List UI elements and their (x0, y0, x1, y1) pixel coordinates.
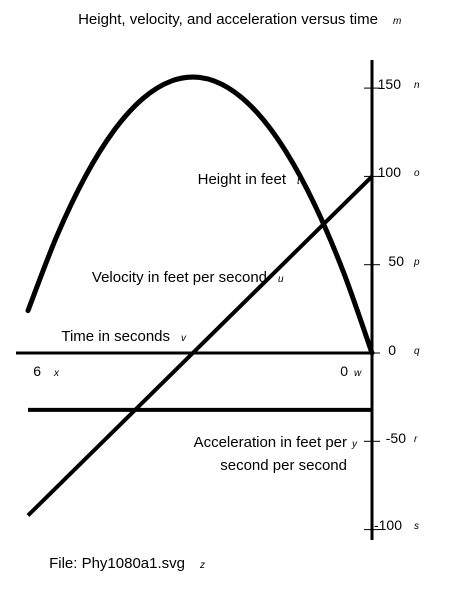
y150-tag: n (414, 80, 420, 91)
series-label-velocity: Velocity in feet per second (92, 269, 267, 286)
accel-tag: y (351, 439, 358, 450)
velocity-tag: u (278, 274, 284, 285)
x-tick-label-0: 0 (340, 363, 348, 379)
series-label-height: Height in feet (198, 171, 287, 188)
y-tick-label-100: 100 (378, 164, 402, 180)
file-label: File: Phy1080a1.svg (49, 555, 185, 572)
height-tag: t (297, 176, 301, 187)
series-label-accel-2: second per second (220, 457, 347, 474)
time-tag: v (181, 333, 187, 344)
yneg50-tag: r (414, 434, 418, 445)
y0-tag: q (414, 346, 420, 357)
x-tick-label-6: 6 (33, 363, 41, 379)
y100-tag: o (414, 168, 420, 179)
x-axis-label: Time in seconds (61, 328, 170, 345)
series-velocity-line (26, 174, 374, 517)
y-tick-label-0: 0 (388, 342, 396, 358)
series-label-accel-1: Acceleration in feet per (194, 434, 347, 451)
series-height-curve (25, 74, 375, 356)
y-tick-label-150: 150 (378, 76, 402, 92)
chart-title: Height, velocity, and acceleration versu… (78, 11, 378, 28)
y-tick-label-neg100: -100 (374, 517, 402, 533)
x6-tag: x (53, 368, 60, 379)
y-tick-label-neg50: -50 (386, 430, 406, 446)
x0-tag: w (354, 368, 362, 379)
title-tag: m (393, 16, 401, 27)
y-tick-label-50: 50 (388, 253, 404, 269)
yneg100-tag: s (414, 521, 419, 532)
file-tag: z (199, 560, 205, 571)
y50-tag: p (413, 257, 420, 268)
